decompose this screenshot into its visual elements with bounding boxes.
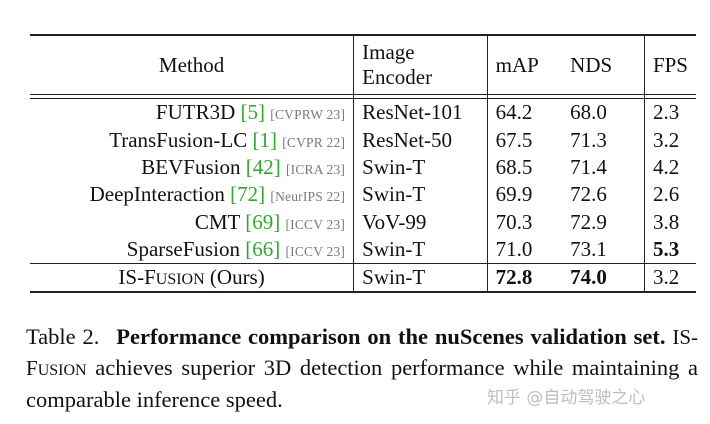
table-row: CMT [69] [ICCV 23] VoV-99 70.3 72.9 3.8 (30, 208, 696, 236)
encoder-cell: VoV-99 (353, 208, 488, 236)
venue-label: [ICRA 23] (285, 161, 346, 177)
results-table-container: Method Image Encoder mAP NDS FPS FUTR3D … (30, 34, 696, 294)
fps-cell-best: 5.3 (652, 237, 680, 262)
performance-comparison-table: Method Image Encoder mAP NDS FPS FUTR3D … (30, 34, 696, 294)
method-cell: DeepInteraction [72] [NeurIPS 22] (30, 181, 355, 209)
method-name: BEVFusion (141, 154, 241, 179)
encoder-cell: Swin-T (353, 181, 488, 209)
table-row: FUTR3D [5] [CVPRW 23] ResNet-101 64.2 68… (30, 98, 696, 127)
header-image-encoder: Image Encoder (353, 35, 488, 95)
method-cell: FUTR3D [5] [CVPRW 23] (30, 98, 355, 127)
encoder-cell: ResNet-101 (353, 98, 488, 127)
nds-cell: 68.0 (562, 98, 645, 127)
method-cell: SparseFusion [66] [ICCV 23] (30, 235, 355, 264)
method-name: SparseFusion (126, 237, 240, 262)
method-cell: CMT [69] [ICCV 23] (30, 208, 355, 236)
fps-cell: 3.2 (644, 263, 696, 294)
citation-link[interactable]: [1] (252, 127, 277, 152)
fps-cell: 3.8 (652, 209, 680, 234)
table-row: SparseFusion [66] [ICCV 23] Swin-T 71.0 … (30, 235, 696, 264)
table-row: BEVFusion [42] [ICRA 23] Swin-T 68.5 71.… (30, 153, 696, 182)
venue-label: [CVPRW 23] (270, 107, 346, 123)
ours-name-prefix: IS-F (118, 265, 156, 290)
venue-label: [ICCV 23] (285, 244, 346, 260)
citation-link[interactable]: [69] (245, 209, 281, 234)
encoder-cell: Swin-T (353, 263, 488, 294)
venue-label: [NeurIPS 22] (270, 189, 346, 205)
method-name: CMT (194, 209, 240, 234)
venue-label: [CVPR 22] (282, 134, 346, 150)
header-double-rule (30, 94, 696, 99)
caption-name-smallcaps: USION (37, 361, 87, 379)
method-cell-ours: IS-FUSION (Ours) (30, 263, 355, 294)
method-name: TransFusion-LC (109, 127, 248, 152)
nds-cell: 73.1 (562, 235, 645, 264)
caption-label: Table 2. (26, 324, 100, 349)
map-cell: 71.0 (495, 237, 533, 262)
nds-cell-best: 74.0 (562, 263, 645, 294)
header-nds: NDS (562, 35, 645, 95)
citation-link[interactable]: [42] (245, 154, 281, 179)
fps-cell: 4.2 (652, 154, 680, 179)
map-cell: 69.9 (495, 182, 533, 207)
citation-link[interactable]: [5] (240, 100, 266, 125)
fps-cell: 3.2 (652, 127, 680, 152)
nds-cell: 71.3 (562, 126, 645, 154)
header-encoder-line1: Image (362, 39, 415, 64)
fps-cell: 2.3 (652, 100, 680, 125)
header-fps: FPS (652, 52, 688, 77)
caption-bold-text: Performance comparison on the nuScenes v… (116, 324, 666, 349)
citation-link[interactable]: [72] (230, 182, 266, 207)
fps-cell: 2.6 (652, 182, 680, 207)
caption-body-text: achieves superior 3D detection performan… (26, 354, 699, 413)
map-cell: 68.5 (495, 154, 533, 179)
header-map: mAP (495, 52, 539, 77)
map-cell-best: 72.8 (487, 263, 563, 294)
encoder-cell: Swin-T (353, 235, 488, 264)
map-cell: 70.3 (495, 209, 533, 234)
header-method: Method (30, 35, 355, 95)
ours-name-suffix: (Ours) (209, 265, 265, 290)
nds-cell: 72.9 (562, 208, 645, 236)
map-cell: 67.5 (495, 127, 533, 152)
table-row: DeepInteraction [72] [NeurIPS 22] Swin-T… (30, 181, 696, 209)
nds-cell: 72.6 (562, 181, 645, 209)
nds-cell: 71.4 (562, 153, 645, 182)
map-cell: 64.2 (495, 100, 533, 125)
header-encoder-line2: Encoder (362, 65, 433, 89)
watermark: 知乎 @自动驾驶之心 (487, 388, 646, 408)
table-header-row: Method Image Encoder mAP NDS FPS (30, 35, 696, 95)
citation-link[interactable]: [66] (245, 237, 281, 262)
table-row-ours: IS-FUSION (Ours) Swin-T 72.8 74.0 3.2 (30, 263, 696, 294)
table-row: TransFusion-LC [1] [CVPR 22] ResNet-50 6… (30, 126, 696, 154)
method-name: DeepInteraction (89, 182, 225, 207)
method-cell: TransFusion-LC [1] [CVPR 22] (30, 126, 355, 154)
table-caption: Table 2. Performance comparison on the n… (26, 322, 698, 415)
encoder-cell: Swin-T (353, 153, 488, 182)
method-name: FUTR3D (155, 100, 236, 125)
venue-label: [ICCV 23] (285, 216, 346, 232)
ours-name-smallcaps: USION (155, 271, 205, 289)
method-cell: BEVFusion [42] [ICRA 23] (30, 153, 355, 182)
caption-name-prefix: IS-F (26, 325, 699, 380)
encoder-cell: ResNet-50 (353, 126, 488, 154)
